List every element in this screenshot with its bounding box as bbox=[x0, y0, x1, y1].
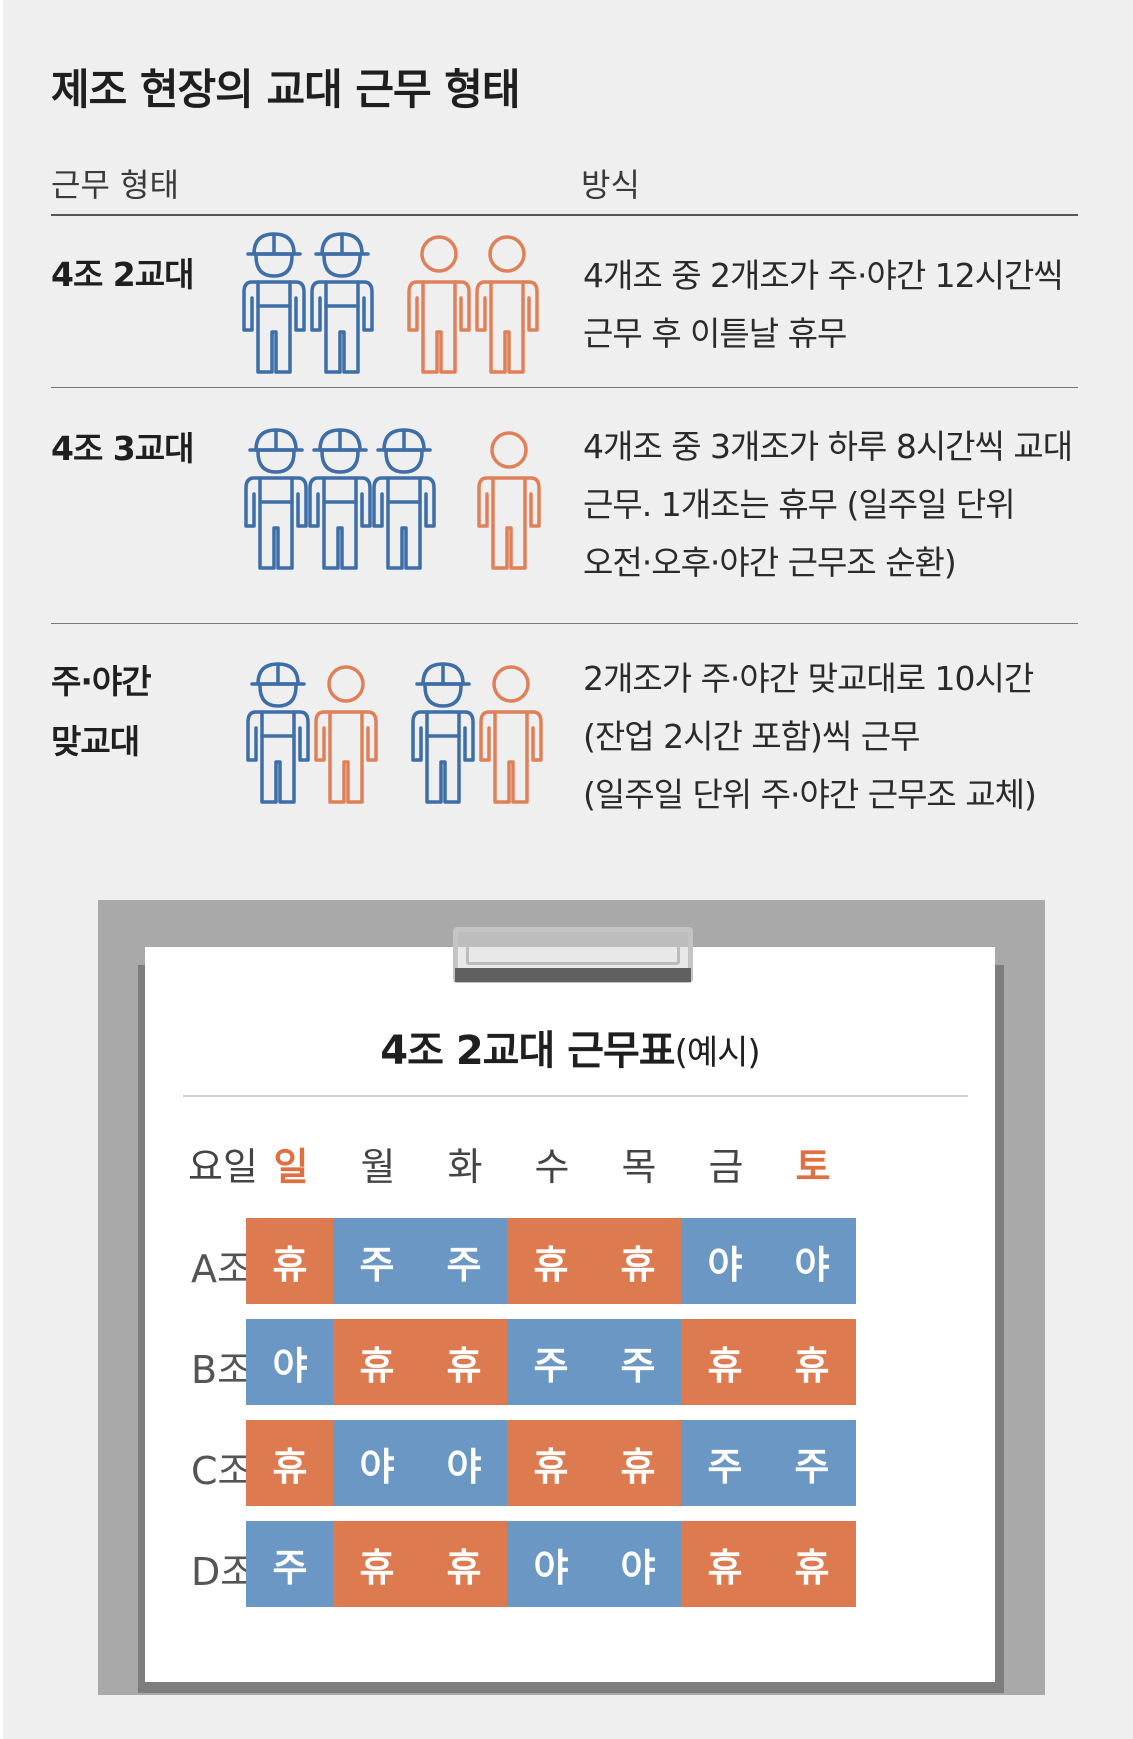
schedule-cell: 휴 bbox=[246, 1420, 334, 1506]
schedule-cell: 휴 bbox=[420, 1521, 508, 1607]
worker-hardhat-icon bbox=[246, 662, 310, 804]
schedule-cell: 야 bbox=[594, 1521, 682, 1607]
figure-group-4x2 bbox=[238, 232, 548, 382]
team-label: C조 bbox=[191, 1449, 253, 1493]
schedule-cell: 휴 bbox=[507, 1420, 595, 1506]
schedule-cell: 야 bbox=[246, 1319, 334, 1405]
header-rule bbox=[51, 214, 1078, 216]
row-label-4x3: 4조 3교대 bbox=[51, 429, 194, 468]
column-header-type: 근무 형태 bbox=[51, 166, 179, 204]
figure-group-4x3 bbox=[240, 428, 550, 578]
row-rule bbox=[51, 387, 1078, 388]
day-header: 일 bbox=[273, 1145, 309, 1189]
schedule-cell: 휴 bbox=[768, 1319, 856, 1405]
schedule-cell: 야 bbox=[768, 1218, 856, 1304]
clip-inner bbox=[466, 939, 680, 965]
day-header: 목 bbox=[621, 1145, 657, 1189]
schedule-cell: 야 bbox=[507, 1521, 595, 1607]
schedule-cell: 주 bbox=[594, 1319, 682, 1405]
schedule-cell: 주 bbox=[420, 1218, 508, 1304]
desc-line: 오전·오후·야간 근무조 순환) bbox=[583, 543, 957, 582]
schedule-title-main: 4조 2교대 근무표 bbox=[380, 1028, 675, 1074]
desc-line: 근무. 1개조는 휴무 (일주일 단위 bbox=[583, 485, 1016, 524]
schedule-cell: 휴 bbox=[333, 1521, 421, 1607]
schedule-cell: 휴 bbox=[594, 1218, 682, 1304]
person-icon bbox=[475, 235, 539, 374]
label-line: 맞교대 bbox=[51, 722, 140, 761]
schedule-cell: 휴 bbox=[420, 1319, 508, 1405]
day-header: 월 bbox=[360, 1145, 396, 1189]
schedule-cell: 휴 bbox=[681, 1521, 769, 1607]
page-title: 제조 현장의 교대 근무 형태 bbox=[51, 65, 521, 114]
person-icon bbox=[407, 235, 471, 374]
row-label-4x2: 4조 2교대 bbox=[51, 255, 194, 294]
worker-hardhat-icon bbox=[310, 232, 374, 374]
schedule-cell: 야 bbox=[681, 1218, 769, 1304]
clip-base bbox=[455, 968, 691, 982]
schedule-cell: 휴 bbox=[681, 1319, 769, 1405]
schedule-title-sub: (예시) bbox=[674, 1033, 761, 1073]
desc-line: (잔업 2시간 포함)씩 근무 bbox=[583, 717, 920, 756]
schedule-rule bbox=[183, 1095, 968, 1097]
row-desc-4x3: 4개조 중 3개조가 하루 8시간씩 교대 근무. 1개조는 휴무 (일주일 단… bbox=[583, 418, 1083, 592]
day-header-label: 요일 bbox=[188, 1145, 258, 1189]
person-icon bbox=[479, 665, 543, 804]
worker-hardhat-icon bbox=[308, 428, 372, 570]
figure-group-2shift bbox=[242, 662, 552, 812]
desc-line: 4개조 중 3개조가 하루 8시간씩 교대 bbox=[583, 427, 1073, 466]
schedule-cell: 휴 bbox=[594, 1420, 682, 1506]
schedule-cell: 야 bbox=[420, 1420, 508, 1506]
schedule-cell: 휴 bbox=[768, 1521, 856, 1607]
row-desc-2shift: 2개조가 주·야간 맞교대로 10시간 (잔업 2시간 포함)씩 근무 (일주일… bbox=[583, 650, 1083, 824]
row-label-2shift: 주·야간 맞교대 bbox=[51, 652, 152, 772]
row-desc-4x2: 4개조 중 2개조가 주·야간 12시간씩 근무 후 이튿날 휴무 bbox=[583, 247, 1083, 363]
schedule-cell: 휴 bbox=[333, 1319, 421, 1405]
desc-line: 4개조 중 2개조가 주·야간 12시간씩 bbox=[583, 256, 1064, 295]
day-header: 화 bbox=[447, 1145, 483, 1189]
schedule-cell: 주 bbox=[507, 1319, 595, 1405]
schedule-cell: 주 bbox=[333, 1218, 421, 1304]
schedule-title: 4조 2교대 근무표(예시) bbox=[145, 1018, 995, 1076]
day-header: 금 bbox=[708, 1145, 744, 1189]
desc-line: 2개조가 주·야간 맞교대로 10시간 bbox=[583, 659, 1034, 698]
schedule-cell: 야 bbox=[333, 1420, 421, 1506]
day-header: 수 bbox=[534, 1145, 570, 1189]
schedule-cell: 휴 bbox=[246, 1218, 334, 1304]
row-rule bbox=[51, 623, 1078, 624]
worker-hardhat-icon bbox=[242, 232, 306, 374]
desc-line: (일주일 단위 주·야간 근무조 교체) bbox=[583, 775, 1037, 814]
schedule-cell: 휴 bbox=[507, 1218, 595, 1304]
day-header: 토 bbox=[795, 1145, 831, 1189]
schedule-cell: 주 bbox=[246, 1521, 334, 1607]
desc-line: 근무 후 이튿날 휴무 bbox=[583, 314, 847, 353]
worker-hardhat-icon bbox=[244, 428, 308, 570]
team-label: D조 bbox=[191, 1550, 256, 1594]
worker-hardhat-icon bbox=[372, 428, 436, 570]
schedule-cell: 주 bbox=[681, 1420, 769, 1506]
label-line: 주·야간 bbox=[51, 662, 152, 701]
column-header-method: 방식 bbox=[581, 166, 640, 204]
person-icon bbox=[314, 665, 378, 804]
schedule-cell: 주 bbox=[768, 1420, 856, 1506]
person-icon bbox=[477, 431, 541, 570]
team-label: B조 bbox=[191, 1348, 253, 1392]
worker-hardhat-icon bbox=[411, 662, 475, 804]
team-label: A조 bbox=[191, 1247, 252, 1291]
